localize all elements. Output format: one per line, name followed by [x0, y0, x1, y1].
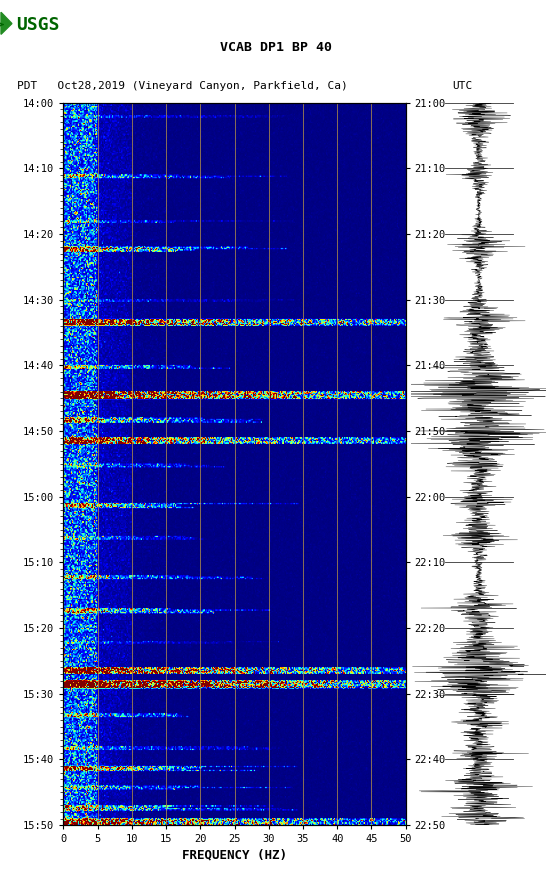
- X-axis label: FREQUENCY (HZ): FREQUENCY (HZ): [182, 848, 287, 862]
- Text: UTC: UTC: [453, 81, 473, 91]
- Text: PDT   Oct28,2019 (Vineyard Canyon, Parkfield, Ca): PDT Oct28,2019 (Vineyard Canyon, Parkfie…: [17, 81, 347, 91]
- Polygon shape: [1, 12, 12, 35]
- Text: VCAB DP1 BP 40: VCAB DP1 BP 40: [220, 42, 332, 54]
- Text: USGS: USGS: [16, 15, 60, 34]
